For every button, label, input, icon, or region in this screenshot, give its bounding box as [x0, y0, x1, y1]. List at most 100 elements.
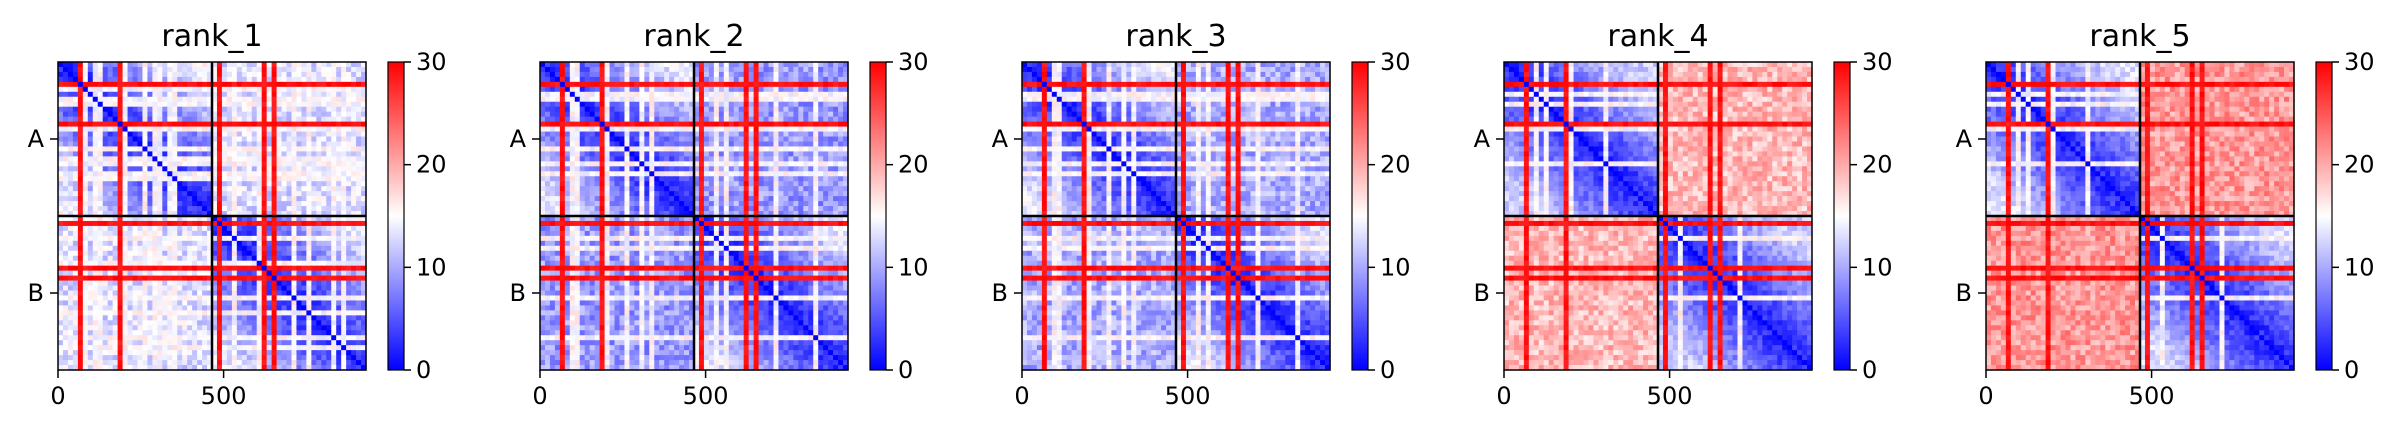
heatmap-cell [192, 191, 198, 197]
heatmap-cell [346, 81, 352, 88]
heatmap-cell [316, 275, 322, 282]
heatmap-cell [102, 320, 109, 326]
heatmap-cell [261, 300, 268, 307]
heatmap-cell [207, 171, 213, 177]
heatmap-cell [748, 66, 755, 73]
heatmap-cell [326, 220, 332, 227]
heatmap-cell [341, 81, 347, 88]
heatmap-cell [231, 101, 238, 108]
heatmap-cell [197, 225, 203, 232]
heatmap-cell [256, 350, 263, 356]
heatmap-cell [296, 250, 303, 257]
heatmap-cell [689, 66, 695, 73]
heatmap-cell [172, 166, 178, 172]
heatmap-cell [251, 285, 258, 292]
heatmap-cell [356, 86, 362, 93]
heatmap-cell [167, 250, 173, 257]
heatmap-cell [549, 81, 556, 88]
heatmap-cell [281, 300, 288, 307]
heatmap-cell [187, 126, 193, 133]
heatmap-cell [296, 181, 303, 187]
heatmap-cell [72, 265, 79, 272]
heatmap-cell [694, 141, 700, 148]
heatmap-cell [346, 220, 352, 227]
heatmap-cell [803, 116, 809, 123]
heatmap-cell [818, 121, 824, 128]
heatmap-cell [336, 230, 342, 237]
heatmap-cell [291, 280, 298, 287]
heatmap-cell [92, 146, 99, 153]
heatmap-cell [614, 146, 621, 153]
heatmap-cell [554, 121, 561, 128]
heatmap-cell [77, 365, 84, 371]
heatmap-cell [748, 71, 755, 78]
heatmap-cell [246, 76, 253, 83]
heatmap-cell [182, 111, 188, 118]
heatmap-cell [102, 265, 109, 272]
heatmap-cell [276, 126, 283, 133]
heatmap-cell [708, 106, 715, 113]
heatmap-cell [207, 166, 213, 172]
heatmap-cell [634, 121, 640, 128]
heatmap-cell [87, 81, 94, 88]
heatmap-cell [122, 141, 129, 148]
heatmap-cell [356, 151, 362, 157]
heatmap-cell [157, 141, 163, 148]
heatmap-cell [311, 96, 317, 103]
heatmap-cell [102, 280, 109, 287]
heatmap-cell [216, 290, 223, 297]
heatmap-cell [301, 116, 307, 123]
heatmap-cell [157, 111, 163, 118]
heatmap-cell [261, 310, 268, 316]
heatmap-cell [221, 315, 228, 321]
heatmap-cell [117, 295, 124, 302]
heatmap-cell [589, 131, 596, 138]
heatmap-cell [221, 340, 228, 346]
heatmap-cell [271, 121, 278, 128]
heatmap-cell [286, 335, 293, 341]
heatmap-cell [341, 111, 347, 118]
heatmap-cell [182, 275, 188, 282]
heatmap-cell [609, 96, 616, 103]
heatmap-cell [67, 225, 74, 232]
heatmap-cell [157, 126, 163, 133]
heatmap-cell [177, 196, 183, 202]
heatmap-cell [107, 225, 114, 232]
heatmap-cell [286, 345, 293, 351]
heatmap-cell [356, 201, 362, 207]
heatmap-cell [216, 71, 223, 78]
heatmap-cell [226, 240, 233, 247]
heatmap-cell [291, 300, 298, 307]
heatmap-cell [172, 131, 178, 138]
heatmap-cell [256, 76, 263, 83]
heatmap-cell [102, 151, 109, 157]
heatmap-cell [202, 166, 208, 172]
heatmap-cell [187, 121, 193, 128]
heatmap-cell [778, 106, 785, 113]
heatmap-cell [356, 360, 362, 366]
heatmap-cell [783, 146, 789, 153]
heatmap-cell [157, 350, 163, 356]
heatmap-cell [326, 151, 332, 157]
heatmap-cell [644, 111, 650, 118]
heatmap-cell [768, 116, 775, 123]
heatmap-cell [818, 106, 824, 113]
heatmap-cell [331, 216, 337, 222]
heatmap-cell [256, 305, 263, 311]
heatmap-cell [574, 126, 581, 133]
heatmap-cell [67, 86, 74, 93]
heatmap-cell [266, 310, 273, 316]
heatmap-cell [202, 76, 208, 83]
heatmap-cell [271, 295, 278, 302]
heatmap-cell [122, 250, 129, 257]
heatmap-cell [316, 201, 322, 207]
heatmap-cell [162, 335, 168, 341]
heatmap-cell [246, 270, 253, 277]
heatmap-cell [167, 350, 173, 356]
heatmap-cell [356, 101, 362, 108]
heatmap-cell [808, 86, 814, 93]
heatmap-cell [231, 335, 238, 341]
heatmap-cell [748, 121, 755, 128]
heatmap-cell [291, 161, 298, 167]
heatmap-cell [177, 121, 183, 128]
